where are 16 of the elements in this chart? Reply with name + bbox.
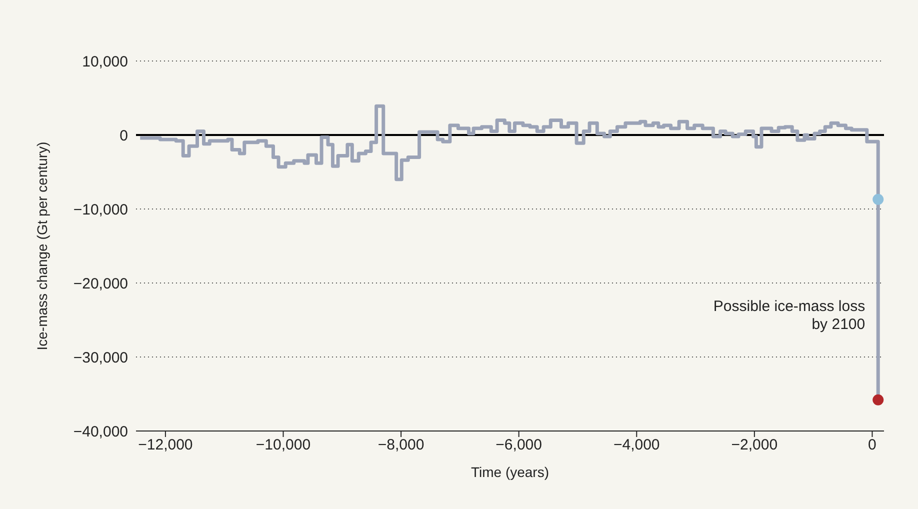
x-tick-label: −2,000 (731, 436, 778, 454)
x-tick-label: 0 (868, 436, 876, 454)
y-tick-label: −30,000 (73, 349, 128, 366)
x-tick-label: −8,000 (378, 436, 424, 454)
y-tick-label: −20,000 (73, 275, 128, 292)
y-tick-label: −10,000 (73, 201, 128, 218)
x-tick-label: −10,000 (256, 436, 311, 454)
annotation: Possible ice-mass loss by 2100 (713, 298, 866, 333)
x-tick-label: −6,000 (496, 436, 542, 454)
x-tick-label: −12,000 (138, 436, 193, 454)
y-tick-label: 0 (120, 127, 128, 144)
y-tick-label: 10,000 (82, 53, 128, 70)
x-tick-label: −4,000 (613, 436, 660, 454)
y-axis-title: Ice-mass change (Gt per century) (34, 142, 50, 350)
x-axis-title: Time (years) (470, 464, 550, 480)
y-tick-label: −40,000 (73, 423, 128, 440)
